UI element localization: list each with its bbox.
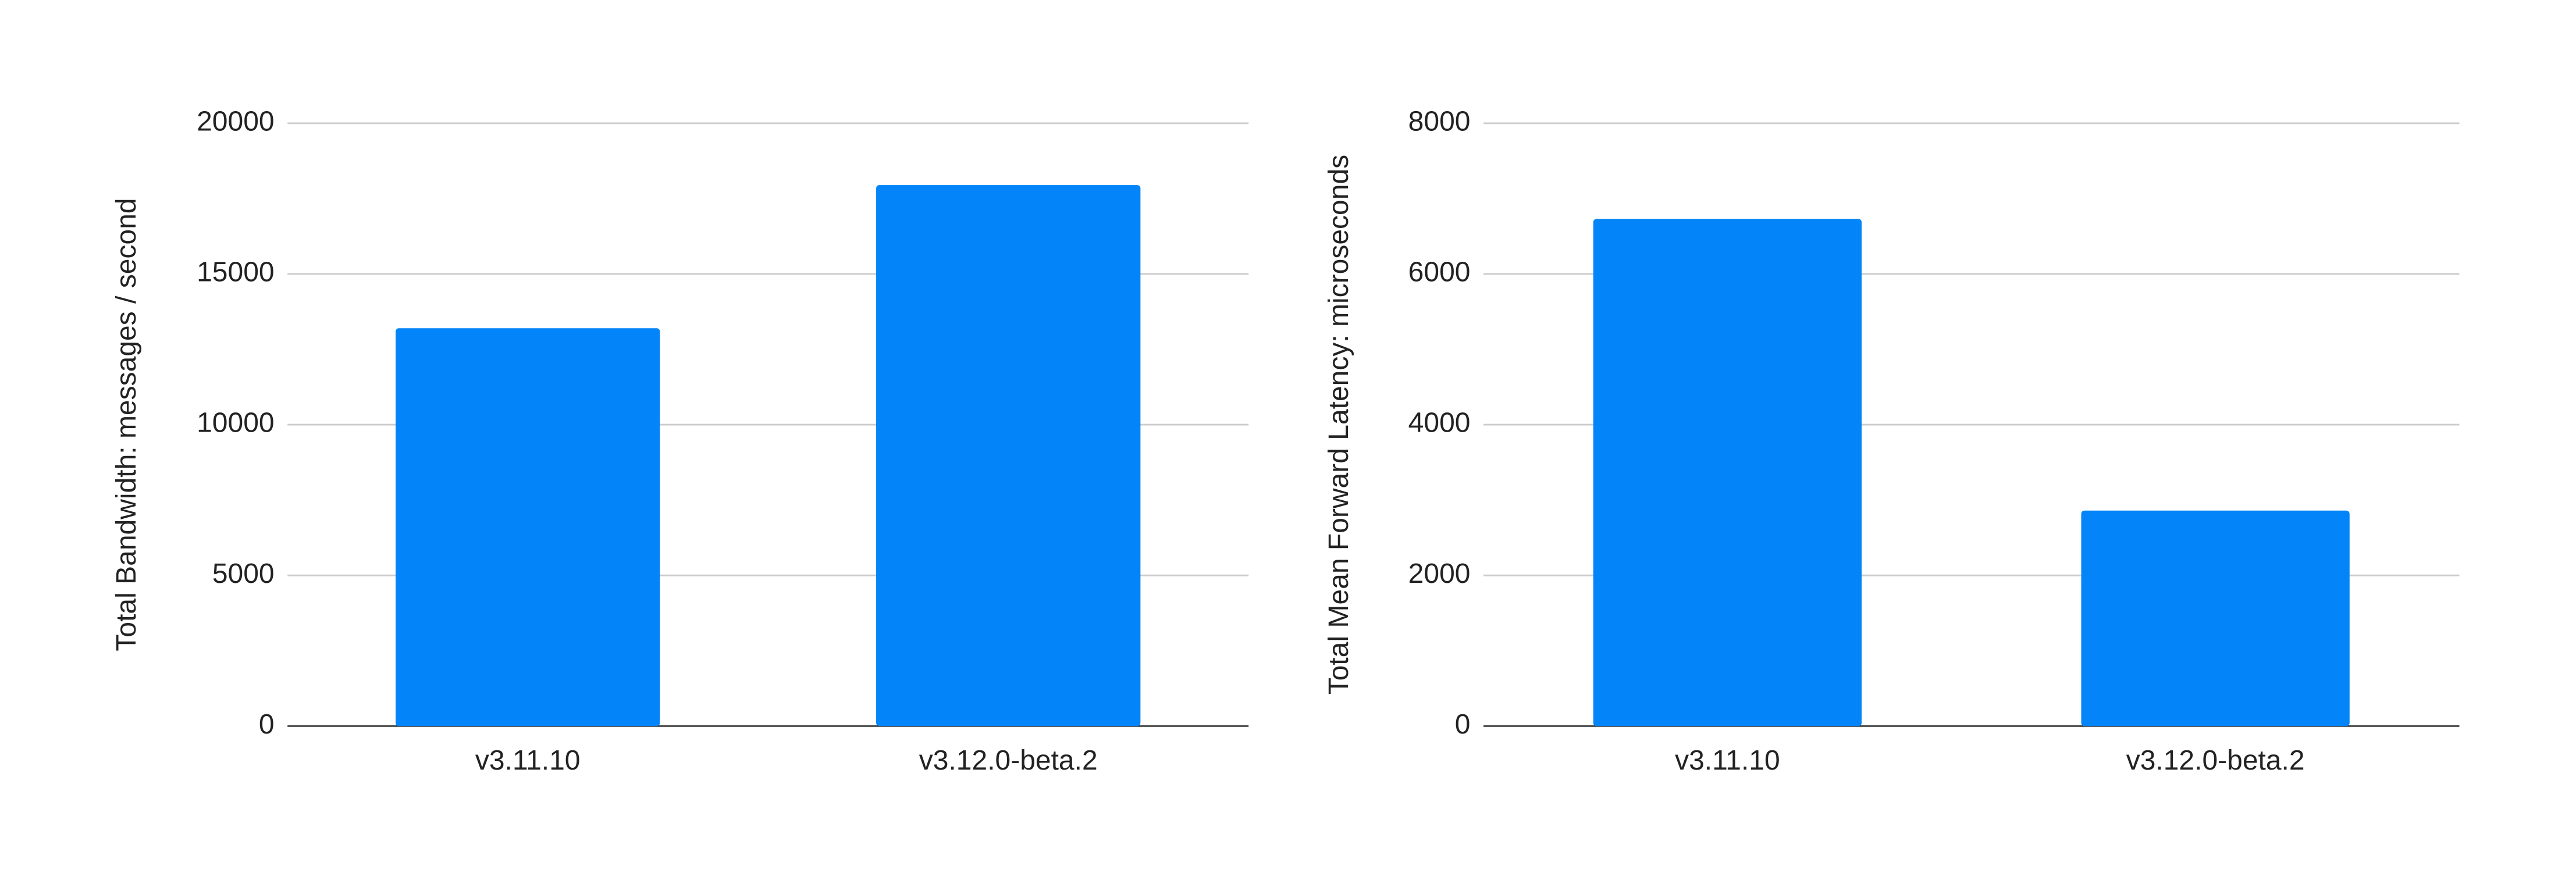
y-tick-label: 15000	[197, 257, 274, 288]
y-tick-label: 2000	[1408, 558, 1471, 589]
y-axis-title: Total Mean Forward Latency: microseconds	[1323, 155, 1354, 695]
y-tick-label: 6000	[1408, 257, 1471, 288]
y-tick-label: 10000	[197, 408, 274, 439]
bar	[2081, 510, 2350, 727]
y-tick-label: 5000	[212, 558, 275, 589]
y-tick-label: 8000	[1408, 106, 1471, 137]
y-tick-label: 4000	[1408, 408, 1471, 439]
x-tick-label: v3.12.0-beta.2	[2126, 745, 2305, 776]
y-tick-label: 0	[1455, 709, 1471, 740]
x-tick-label: v3.12.0-beta.2	[919, 745, 1098, 776]
x-tick-label: v3.11.10	[475, 745, 581, 776]
y-axis-title: Total Bandwidth: messages / second	[111, 198, 142, 651]
bar	[876, 185, 1141, 727]
y-tick-label: 0	[259, 709, 275, 740]
bar	[396, 328, 660, 727]
y-tick-label: 20000	[197, 106, 274, 137]
x-tick-label: v3.11.10	[1675, 745, 1780, 776]
bar	[1593, 219, 1862, 727]
